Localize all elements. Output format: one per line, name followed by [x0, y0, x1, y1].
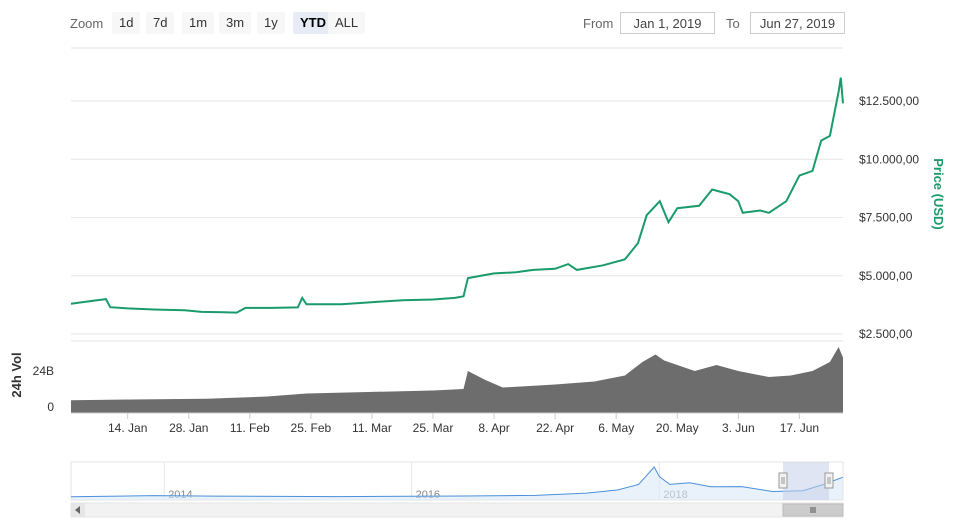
x-tick-label: 11. Feb [230, 421, 270, 435]
navigator-right-handle[interactable] [825, 473, 833, 488]
navigator-selection-mask[interactable] [783, 462, 829, 500]
price-grid [71, 48, 843, 334]
x-tick-label: 11. Mar [352, 421, 392, 435]
navigator[interactable]: 201420162018 [71, 462, 843, 501]
scrollbar[interactable] [71, 503, 843, 517]
price-tick-label: $12.500,00 [859, 94, 919, 108]
handle-grip[interactable] [779, 473, 787, 488]
price-tick-label: $2.500,00 [859, 327, 913, 341]
volume-tick-label: 0 [47, 400, 54, 414]
volume-plot-area [71, 341, 843, 413]
volume-tick-label: 24B [33, 364, 54, 378]
x-tick-label: 3. Jun [722, 421, 755, 435]
x-tick-label: 28. Jan [169, 421, 208, 435]
price-tick-label: $10.000,00 [859, 152, 919, 166]
x-tick-label: 17. Jun [780, 421, 819, 435]
x-tick-label: 25. Feb [291, 421, 332, 435]
x-tick-label: 14. Jan [108, 421, 147, 435]
price-axis-title: Price (USD) [931, 158, 946, 230]
x-tick-label: 6. May [598, 421, 634, 435]
handle-grip[interactable] [825, 473, 833, 488]
volume-series-area [71, 347, 843, 413]
price-tick-label: $5.000,00 [859, 269, 913, 283]
x-tick-label: 25. Mar [413, 421, 454, 435]
navigator-left-handle[interactable] [779, 473, 787, 488]
scrollbar-track[interactable] [71, 503, 843, 517]
price-series-line [71, 78, 843, 313]
x-axis-ticks: 14. Jan 28. Jan 11. Feb 25. Feb 11. Mar 25. M… [108, 413, 819, 435]
price-plot-area [71, 78, 843, 313]
volume-axis-ticks: 0 24B [33, 364, 55, 414]
volume-axis-title: 24h Vol [9, 352, 24, 397]
price-tick-label: $7.500,00 [859, 211, 913, 225]
price-axis-ticks: $2.500,00 $5.000,00 $7.500,00 $10.000,00 $12… [859, 94, 919, 341]
x-tick-label: 22. Apr [536, 421, 574, 435]
x-tick-label: 8. Apr [478, 421, 509, 435]
x-tick-label: 20. May [656, 421, 699, 435]
